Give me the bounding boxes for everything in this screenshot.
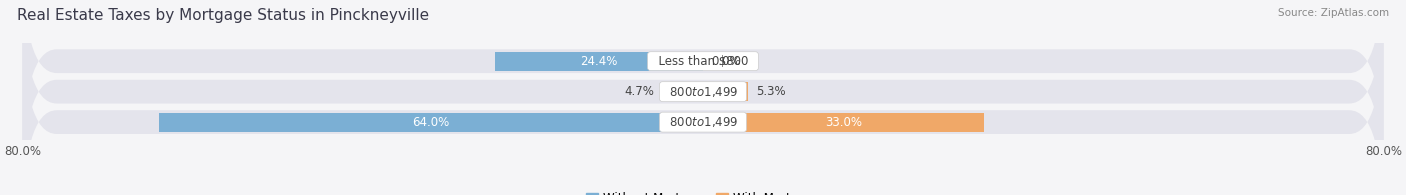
- FancyBboxPatch shape: [22, 0, 1384, 171]
- FancyBboxPatch shape: [22, 12, 1384, 195]
- Bar: [159, 113, 703, 132]
- Text: Less than $800: Less than $800: [651, 55, 755, 68]
- Text: $800 to $1,499: $800 to $1,499: [662, 85, 744, 99]
- Text: 0.0%: 0.0%: [711, 55, 741, 68]
- Text: Real Estate Taxes by Mortgage Status in Pinckneyville: Real Estate Taxes by Mortgage Status in …: [17, 8, 429, 23]
- Legend: Without Mortgage, With Mortgage: Without Mortgage, With Mortgage: [586, 192, 820, 195]
- Text: 33.0%: 33.0%: [825, 116, 862, 129]
- Text: Source: ZipAtlas.com: Source: ZipAtlas.com: [1278, 8, 1389, 18]
- Bar: [703, 82, 748, 101]
- Bar: [703, 113, 984, 132]
- FancyBboxPatch shape: [22, 0, 1384, 195]
- Text: 5.3%: 5.3%: [756, 85, 786, 98]
- Text: 24.4%: 24.4%: [581, 55, 617, 68]
- Bar: [664, 82, 703, 101]
- Bar: [495, 52, 703, 71]
- Text: $800 to $1,499: $800 to $1,499: [662, 115, 744, 129]
- Text: 64.0%: 64.0%: [412, 116, 450, 129]
- Text: 4.7%: 4.7%: [624, 85, 655, 98]
